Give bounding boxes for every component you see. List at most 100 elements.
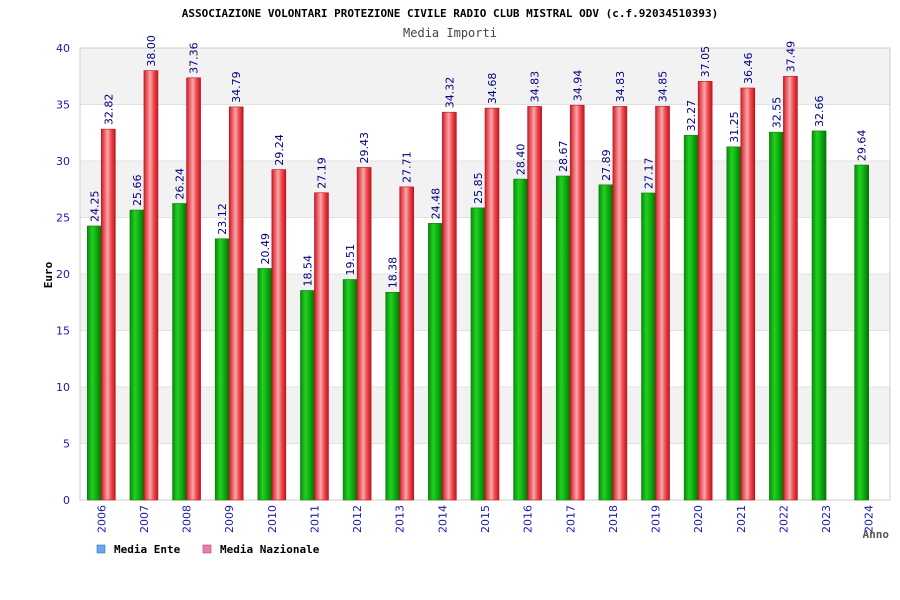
bar-ente: [811, 130, 827, 501]
bar-nazionale: [186, 77, 201, 501]
data-label-nazionale: 32.82: [102, 94, 115, 126]
x-tick-label: 2017: [564, 505, 577, 533]
bar-nazionale: [399, 186, 415, 501]
x-tick-label: 2014: [436, 505, 449, 533]
bar-ente: [598, 184, 614, 501]
bar-nazionale: [314, 192, 329, 501]
y-axis-label: Euro: [42, 261, 55, 288]
data-label-ente: 20.49: [259, 233, 272, 265]
legend-swatch-nazionale: [202, 544, 212, 554]
bar-series: 24.25 32.82 25.66 38.00 26.24 37.36 23.12 34.79…: [87, 35, 869, 501]
bar-nazionale: [783, 76, 798, 501]
data-label-nazionale: 29.43: [358, 132, 371, 164]
data-label-ente: 25.85: [472, 172, 485, 204]
legend-label-nazionale: Media Nazionale: [220, 543, 320, 556]
bar-nazionale: [101, 128, 116, 501]
data-label-ente: 29.64: [856, 130, 869, 162]
bar-nazionale: [655, 105, 670, 501]
data-label-ente: 27.89: [600, 149, 613, 181]
x-tick-label: 2015: [479, 505, 492, 533]
x-tick-label: 2007: [138, 505, 151, 533]
y-tick-label: 20: [56, 268, 70, 281]
y-tick-label: 15: [56, 325, 70, 338]
y-tick-label: 5: [63, 438, 70, 451]
x-tick-label: 2009: [223, 505, 236, 533]
bar-ente: [726, 146, 742, 501]
bar-ente: [470, 207, 486, 501]
y-tick-label: 0: [63, 494, 70, 507]
data-label-nazionale: 27.71: [401, 151, 414, 183]
legend: Media Ente Media Nazionale: [96, 543, 320, 556]
chart-subtitle: Media Importi: [403, 26, 497, 40]
y-tick-label: 30: [56, 155, 70, 168]
bar-ente: [300, 290, 315, 501]
x-tick-label: 2013: [394, 505, 407, 533]
bar-nazionale: [612, 106, 628, 501]
data-label-ente: 18.54: [301, 255, 314, 287]
data-label-nazionale: 34.32: [443, 77, 456, 109]
y-tick-label: 40: [56, 42, 70, 55]
data-label-nazionale: 38.00: [145, 35, 158, 67]
data-label-ente: 19.51: [344, 244, 357, 276]
x-tick-label: 2012: [351, 505, 364, 533]
data-label-nazionale: 34.83: [529, 71, 542, 103]
data-label-nazionale: 34.85: [657, 71, 670, 103]
bar-nazionale: [697, 81, 713, 501]
bar-nazionale: [271, 169, 287, 501]
bar-nazionale: [228, 106, 244, 501]
data-label-ente: 24.25: [88, 190, 101, 222]
x-tick-label: 2006: [95, 505, 108, 533]
bar-ente: [683, 135, 699, 501]
bar-ente: [342, 279, 358, 501]
bar-ente: [641, 192, 656, 501]
bar-nazionale: [356, 167, 372, 501]
x-tick-label: 2023: [820, 505, 833, 533]
bar-nazionale: [569, 104, 585, 501]
data-label-ente: 23.12: [216, 203, 229, 234]
bar-nazionale: [740, 87, 756, 501]
data-label-nazionale: 34.68: [486, 73, 499, 105]
bar-ente: [172, 203, 187, 501]
data-label-nazionale: 34.94: [571, 70, 584, 102]
legend-label-ente: Media Ente: [114, 543, 181, 556]
bar-ente: [129, 209, 145, 501]
x-tick-label: 2021: [735, 505, 748, 533]
data-label-nazionale: 29.24: [273, 134, 286, 166]
data-label-nazionale: 37.36: [188, 42, 201, 74]
data-label-ente: 28.40: [515, 144, 528, 176]
x-tick-label: 2022: [777, 505, 790, 533]
y-tick-label: 35: [56, 99, 70, 112]
x-tick-label: 2008: [181, 505, 194, 533]
data-label-nazionale: 27.19: [315, 157, 328, 189]
plot-band: [80, 48, 890, 105]
data-label-ente: 26.24: [174, 168, 187, 200]
x-tick-label: 2018: [607, 505, 620, 533]
x-tick-label: 2016: [522, 505, 535, 533]
bar-ente: [555, 175, 571, 501]
bar-ente: [385, 292, 401, 501]
bar-nazionale: [527, 106, 542, 501]
data-label-nazionale: 36.46: [742, 53, 755, 85]
data-label-ente: 24.48: [429, 188, 442, 220]
x-tick-label: 2019: [650, 505, 663, 533]
x-axis-ticks: 2006 2007 2008 2009 2010 2011 2012 2013 2014 2015…: [95, 505, 875, 533]
bar-nazionale: [484, 107, 500, 501]
data-label-nazionale: 34.79: [230, 71, 243, 102]
bar-ente: [854, 164, 869, 501]
y-axis-ticks: 0 5 10 15 20 25 30 35 40: [56, 42, 70, 507]
y-tick-label: 10: [56, 381, 70, 394]
bar-ente: [769, 131, 784, 501]
x-tick-label: 2020: [692, 505, 705, 533]
bar-nazionale: [143, 70, 159, 501]
bar-ente: [87, 225, 102, 501]
bar-ente: [257, 268, 273, 501]
bar-ente: [513, 178, 528, 501]
chart-title: ASSOCIAZIONE VOLONTARI PROTEZIONE CIVILE…: [182, 7, 718, 20]
x-axis-label: Anno: [863, 528, 890, 541]
data-label-ente: 31.25: [728, 111, 741, 143]
bar-nazionale: [442, 111, 457, 501]
data-label-ente: 32.66: [813, 95, 826, 127]
data-label-ente: 32.55: [770, 97, 783, 129]
x-tick-label: 2010: [266, 505, 279, 533]
data-label-ente: 32.27: [685, 100, 698, 132]
